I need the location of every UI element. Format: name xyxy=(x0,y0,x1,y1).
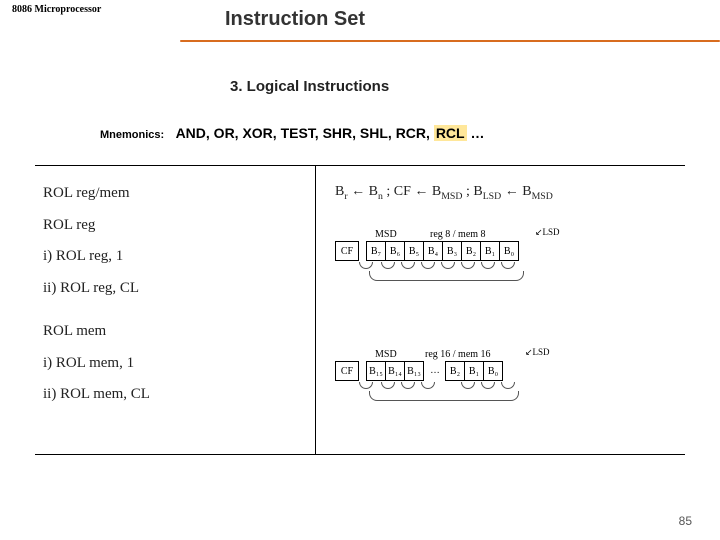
left-column: ROL reg/mem ROL reg i) ROL reg, 1 ii) RO… xyxy=(43,178,150,411)
formula: Br ← Bn ; CF ← BMSD ; BLSD ← BMSD xyxy=(335,184,553,202)
page-number: 85 xyxy=(679,514,692,528)
mid-label: reg 8 / mem 8 xyxy=(430,229,486,240)
bit-box: B₂ xyxy=(461,241,481,261)
mnemonics-highlight: RCL xyxy=(434,125,467,141)
bit-box: B₄ xyxy=(423,241,443,261)
rotate-arc xyxy=(441,262,455,269)
feedback-arc xyxy=(369,391,519,401)
diagram-16bit: MSD reg 16 / mem 16 ↙LSD CFB₁₅B₁₄B₁₃…B₂B… xyxy=(335,361,503,381)
vertical-divider xyxy=(315,166,316,454)
rotate-arc xyxy=(359,382,373,389)
instr-line: ROL reg xyxy=(43,210,150,242)
rotate-arc xyxy=(501,262,515,269)
bit-box: B₁₅ xyxy=(366,361,386,381)
rotate-arc xyxy=(461,382,475,389)
mnemonics-label: Mnemonics: xyxy=(100,129,164,141)
bit-box: B₅ xyxy=(404,241,424,261)
bit-box: B₁ xyxy=(464,361,484,381)
bit-box: B₁₄ xyxy=(385,361,405,381)
lsd-label: ↙LSD xyxy=(535,227,560,238)
instr-line: ROL reg/mem xyxy=(43,178,150,210)
rotate-arc xyxy=(421,262,435,269)
page-title: Instruction Set xyxy=(225,8,365,31)
rotate-arc xyxy=(401,382,415,389)
bit-box: B₁ xyxy=(480,241,500,261)
rotate-arc xyxy=(421,382,435,389)
content-box: ROL reg/mem ROL reg i) ROL reg, 1 ii) RO… xyxy=(35,165,685,455)
mnemonics-row: Mnemonics: AND, OR, XOR, TEST, SHR, SHL,… xyxy=(100,125,484,141)
rotate-arc xyxy=(381,382,395,389)
bit-box: B₂ xyxy=(445,361,465,381)
lsd-label: ↙LSD xyxy=(525,347,550,358)
bit-box: B₀ xyxy=(499,241,519,261)
chip-label: 8086 Microprocessor xyxy=(12,4,101,15)
rotate-arc xyxy=(481,382,495,389)
bit-box: B₃ xyxy=(442,241,462,261)
rotate-arc xyxy=(401,262,415,269)
bit-box: B₀ xyxy=(483,361,503,381)
instr-line: ii) ROL reg, CL xyxy=(43,273,150,305)
bit-box: B₇ xyxy=(366,241,386,261)
bit-box: B₆ xyxy=(385,241,405,261)
ellipsis: … xyxy=(424,361,446,381)
rotate-arc xyxy=(501,382,515,389)
instr-line: ROL mem xyxy=(43,316,150,348)
title-underline xyxy=(0,40,720,42)
instr-line: ii) ROL mem, CL xyxy=(43,379,150,411)
rotate-arc xyxy=(381,262,395,269)
cf-box: CF xyxy=(335,361,359,381)
bit-box: B₁₃ xyxy=(404,361,424,381)
rotate-arc xyxy=(461,262,475,269)
msd-label: MSD xyxy=(375,229,397,240)
msd-label: MSD xyxy=(375,349,397,360)
instr-line: i) ROL reg, 1 xyxy=(43,241,150,273)
mid-label: reg 16 / mem 16 xyxy=(425,349,491,360)
rotate-arc xyxy=(481,262,495,269)
instr-line: i) ROL mem, 1 xyxy=(43,348,150,380)
rotate-arc xyxy=(359,262,373,269)
mnemonics-text-after: … xyxy=(467,125,485,141)
cf-box: CF xyxy=(335,241,359,261)
diagram-8bit: MSD reg 8 / mem 8 ↙LSD CFB₇B₆B₅B₄B₃B₂B₁B… xyxy=(335,241,519,261)
mnemonics-text-before: AND, OR, XOR, TEST, SHR, SHL, RCR, xyxy=(176,125,434,141)
feedback-arc xyxy=(369,271,524,281)
section-subtitle: 3. Logical Instructions xyxy=(230,78,389,95)
